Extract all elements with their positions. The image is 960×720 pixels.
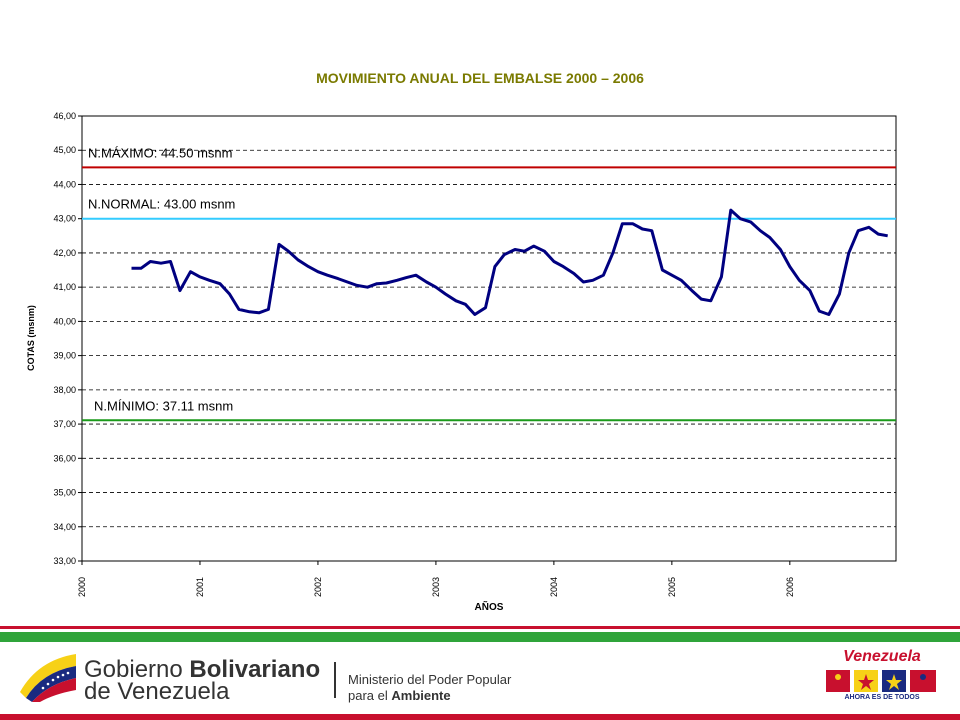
footer-green-stripe bbox=[0, 632, 960, 642]
plot-frame bbox=[81, 115, 897, 562]
x-tick-label: 2002 bbox=[313, 577, 323, 597]
y-tick-label: 34,00 bbox=[53, 522, 76, 532]
y-tick-label: 37,00 bbox=[53, 419, 76, 429]
x-tick-labels: 2000 2001 2002 2003 2004 2005 2006 bbox=[77, 561, 795, 597]
y-tick-label: 42,00 bbox=[53, 248, 76, 258]
reference-label: N.MÍNIMO: 37.11 msnm bbox=[94, 398, 233, 413]
chart-title: MOVIMIENTO ANUAL DEL EMBALSE 2000 – 2006 bbox=[316, 70, 644, 86]
reference-lines: N.MÁXIMO: 44.50 msnm N.NORMAL: 43.00 msnm… bbox=[82, 145, 896, 422]
y-tick-label: 40,00 bbox=[53, 316, 76, 326]
x-tick-label: 2000 bbox=[77, 577, 87, 597]
ministry-name-line1: Ministerio del Poder Popular bbox=[348, 672, 512, 687]
grid-lines bbox=[82, 149, 896, 528]
y-tick-label: 38,00 bbox=[53, 385, 76, 395]
venezuela-tagline: AHORA ES DE TODOS bbox=[844, 694, 920, 701]
y-tick-label: 35,00 bbox=[53, 488, 76, 498]
footer-red-stripe bbox=[0, 626, 960, 629]
x-tick-label: 2005 bbox=[667, 577, 677, 597]
footer-white-stripe bbox=[0, 642, 960, 646]
y-tick-label: 44,00 bbox=[53, 179, 76, 189]
x-tick-label: 2001 bbox=[195, 577, 205, 597]
x-tick-label: 2006 bbox=[785, 577, 795, 597]
series-line bbox=[131, 208, 888, 316]
series-layer bbox=[131, 208, 888, 316]
x-axis-label: AÑOS bbox=[475, 600, 504, 613]
government-name-line2: de Venezuela bbox=[84, 678, 230, 705]
x-tick-label: 2003 bbox=[431, 577, 441, 597]
venezuela-brand-logo: Venezuela AHORA ES DE TODOS bbox=[824, 648, 944, 710]
x-tick-label: 2004 bbox=[549, 577, 559, 597]
government-name-line1: Gobierno Bolivariano bbox=[84, 656, 321, 683]
venezuela-flag-logo bbox=[20, 654, 76, 702]
y-tick-labels: 33,00 34,00 35,00 36,00 37,00 38,00 39,00 40,00… bbox=[53, 111, 82, 566]
ministry-name-line2: para el Ambiente bbox=[348, 688, 451, 703]
y-axis-label: COTAS (msnm) bbox=[26, 305, 36, 371]
venezuela-wordmark: Venezuela bbox=[843, 648, 921, 665]
y-tick-label: 39,00 bbox=[53, 351, 76, 361]
reference-label: N.MÁXIMO: 44.50 msnm bbox=[88, 145, 232, 160]
footer-bottom-red-stripe bbox=[0, 714, 960, 720]
footer-banner: Gobierno Bolivariano de Venezuela Minist… bbox=[0, 620, 960, 720]
y-tick-label: 41,00 bbox=[53, 282, 76, 292]
y-tick-label: 33,00 bbox=[53, 556, 76, 566]
y-tick-label: 43,00 bbox=[53, 214, 76, 224]
y-tick-label: 46,00 bbox=[53, 111, 76, 121]
venezuela-figures-icon bbox=[826, 670, 936, 692]
reference-label: N.NORMAL: 43.00 msnm bbox=[88, 197, 235, 212]
y-tick-label: 45,00 bbox=[53, 145, 76, 155]
footer-separator bbox=[334, 662, 336, 698]
y-tick-label: 36,00 bbox=[53, 453, 76, 463]
chart-area: N.MÁXIMO: 44.50 msnm N.NORMAL: 43.00 msnm… bbox=[26, 111, 897, 613]
